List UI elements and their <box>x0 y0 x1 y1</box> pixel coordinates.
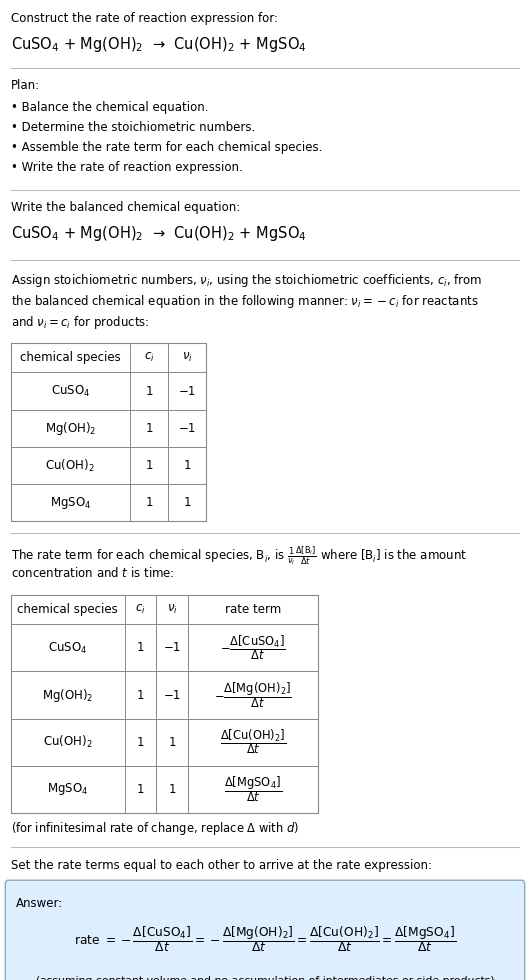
Bar <box>11 343 206 521</box>
Text: Plan:: Plan: <box>11 79 40 92</box>
Text: 1: 1 <box>145 384 153 398</box>
Text: 1: 1 <box>145 421 153 435</box>
Text: −1: −1 <box>164 689 181 702</box>
Text: • Balance the chemical equation.: • Balance the chemical equation. <box>11 101 208 114</box>
Text: and $\nu_i = c_i$ for products:: and $\nu_i = c_i$ for products: <box>11 314 149 331</box>
Text: 1: 1 <box>145 459 153 472</box>
Text: chemical species: chemical species <box>17 604 118 616</box>
Text: $-\dfrac{\Delta[\mathrm{CuSO_4}]}{\Delta t}$: $-\dfrac{\Delta[\mathrm{CuSO_4}]}{\Delta… <box>220 634 286 662</box>
Text: $\nu_i$: $\nu_i$ <box>182 351 192 365</box>
Text: Write the balanced chemical equation:: Write the balanced chemical equation: <box>11 201 240 215</box>
Text: 1: 1 <box>169 783 176 796</box>
Text: • Determine the stoichiometric numbers.: • Determine the stoichiometric numbers. <box>11 121 255 134</box>
Text: The rate term for each chemical species, B$_i$, is $\frac{1}{\nu_i}\frac{\Delta[: The rate term for each chemical species,… <box>11 545 467 567</box>
Text: the balanced chemical equation in the following manner: $\nu_i = -c_i$ for react: the balanced chemical equation in the fo… <box>11 293 478 310</box>
Text: Mg(OH)$_2$: Mg(OH)$_2$ <box>42 687 93 704</box>
Text: 1: 1 <box>137 689 144 702</box>
Text: $\nu_i$: $\nu_i$ <box>167 604 178 616</box>
Text: $c_i$: $c_i$ <box>144 351 154 365</box>
Text: • Assemble the rate term for each chemical species.: • Assemble the rate term for each chemic… <box>11 141 322 154</box>
Text: Cu(OH)$_2$: Cu(OH)$_2$ <box>46 458 95 473</box>
Text: Assign stoichiometric numbers, $\nu_i$, using the stoichiometric coefficients, $: Assign stoichiometric numbers, $\nu_i$, … <box>11 271 482 289</box>
Text: 1: 1 <box>183 459 191 472</box>
Text: 1: 1 <box>145 496 153 510</box>
Text: MgSO$_4$: MgSO$_4$ <box>47 781 88 797</box>
Text: $c_i$: $c_i$ <box>135 604 146 616</box>
Text: Construct the rate of reaction expression for:: Construct the rate of reaction expressio… <box>11 12 278 24</box>
Text: CuSO$_4$: CuSO$_4$ <box>50 383 90 399</box>
Text: −1: −1 <box>179 421 196 435</box>
FancyBboxPatch shape <box>5 880 525 980</box>
Text: −1: −1 <box>164 642 181 655</box>
Text: CuSO$_4$ + Mg(OH)$_2$  →  Cu(OH)$_2$ + MgSO$_4$: CuSO$_4$ + Mg(OH)$_2$ → Cu(OH)$_2$ + MgS… <box>11 224 306 243</box>
Text: CuSO$_4$ + Mg(OH)$_2$  →  Cu(OH)$_2$ + MgSO$_4$: CuSO$_4$ + Mg(OH)$_2$ → Cu(OH)$_2$ + MgS… <box>11 34 306 54</box>
Text: rate term: rate term <box>225 604 281 616</box>
Text: Answer:: Answer: <box>16 897 63 909</box>
Text: (for infinitesimal rate of change, replace Δ with $d$): (for infinitesimal rate of change, repla… <box>11 820 299 838</box>
Text: −1: −1 <box>179 384 196 398</box>
Text: 1: 1 <box>169 736 176 749</box>
Text: CuSO$_4$: CuSO$_4$ <box>48 640 87 656</box>
Text: $\dfrac{\Delta[\mathrm{MgSO_4}]}{\Delta t}$: $\dfrac{\Delta[\mathrm{MgSO_4}]}{\Delta … <box>224 774 282 804</box>
Bar <box>11 595 318 812</box>
Text: Cu(OH)$_2$: Cu(OH)$_2$ <box>43 734 92 750</box>
Text: $-\dfrac{\Delta[\mathrm{Mg(OH)_2}]}{\Delta t}$: $-\dfrac{\Delta[\mathrm{Mg(OH)_2}]}{\Del… <box>214 680 292 710</box>
Text: MgSO$_4$: MgSO$_4$ <box>50 495 91 511</box>
Text: 1: 1 <box>137 783 144 796</box>
Text: 1: 1 <box>137 642 144 655</box>
Text: $\dfrac{\Delta[\mathrm{Cu(OH)_2}]}{\Delta t}$: $\dfrac{\Delta[\mathrm{Cu(OH)_2}]}{\Delt… <box>220 728 286 757</box>
Text: (assuming constant volume and no accumulation of intermediates or side products): (assuming constant volume and no accumul… <box>36 976 494 980</box>
Text: concentration and $t$ is time:: concentration and $t$ is time: <box>11 566 174 580</box>
Text: Set the rate terms equal to each other to arrive at the rate expression:: Set the rate terms equal to each other t… <box>11 858 431 871</box>
Text: Mg(OH)$_2$: Mg(OH)$_2$ <box>45 419 96 437</box>
Text: • Write the rate of reaction expression.: • Write the rate of reaction expression. <box>11 162 242 174</box>
Text: rate $= -\dfrac{\Delta[\mathrm{CuSO_4}]}{\Delta t} = -\dfrac{\Delta[\mathrm{Mg(O: rate $= -\dfrac{\Delta[\mathrm{CuSO_4}]}… <box>74 924 456 954</box>
Text: 1: 1 <box>137 736 144 749</box>
Text: 1: 1 <box>183 496 191 510</box>
Text: chemical species: chemical species <box>20 351 121 365</box>
